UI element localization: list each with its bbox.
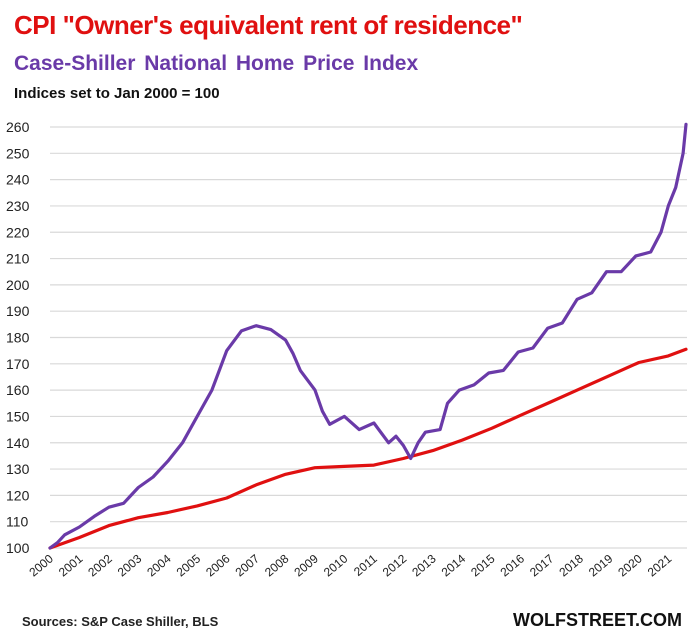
x-tick-label: 2012 xyxy=(380,551,410,579)
y-axis-ticks: 100 110 120 130 140 150 160 170 180 190 200 210 220 2… xyxy=(6,119,30,556)
sources-note: Sources: S&P Case Shiller, BLS xyxy=(22,614,219,629)
y-tick-label: 110 xyxy=(6,514,29,530)
x-tick-label: 2008 xyxy=(262,551,292,579)
y-tick-label: 210 xyxy=(6,251,30,267)
y-tick-label: 160 xyxy=(6,382,30,398)
y-tick-label: 250 xyxy=(6,145,30,161)
x-tick-label: 2001 xyxy=(56,551,86,579)
y-tick-label: 100 xyxy=(6,540,30,556)
x-tick-label: 2019 xyxy=(586,551,616,579)
x-tick-label: 2020 xyxy=(615,551,645,579)
x-tick-label: 2017 xyxy=(527,551,557,579)
y-tick-label: 220 xyxy=(6,224,30,240)
series-line-oer xyxy=(48,347,688,550)
series-lines xyxy=(48,122,688,550)
gridlines xyxy=(50,126,687,549)
x-tick-label: 2002 xyxy=(85,551,115,579)
x-tick-label: 2014 xyxy=(439,551,469,579)
x-tick-label: 2006 xyxy=(203,551,233,579)
x-tick-label: 2018 xyxy=(556,551,586,579)
y-tick-label: 260 xyxy=(6,119,30,135)
x-tick-label: 2004 xyxy=(144,551,174,579)
x-tick-label: 2003 xyxy=(115,551,145,579)
chart-subtitle: Indices set to Jan 2000 = 100 xyxy=(14,85,220,102)
x-tick-label: 2021 xyxy=(645,551,675,579)
x-tick-label: 2000 xyxy=(26,551,56,579)
chart-title-oer: CPI "Owner's equivalent rent of residenc… xyxy=(14,10,523,40)
y-tick-label: 120 xyxy=(6,487,30,503)
y-tick-label: 240 xyxy=(6,172,30,188)
x-tick-label: 2011 xyxy=(351,551,380,579)
x-tick-label: 2015 xyxy=(468,551,498,579)
x-tick-label: 2010 xyxy=(321,551,351,579)
x-axis-ticks: 2000 2001 2002 2003 2004 2005 2006 2007 2008 2009… xyxy=(26,551,674,579)
x-tick-label: 2009 xyxy=(291,551,321,579)
y-tick-label: 180 xyxy=(6,330,30,346)
x-tick-label: 2013 xyxy=(409,551,439,579)
chart-title-case-shiller: Case-Shiller National Home Price Index xyxy=(14,52,419,75)
series-line-case-shiller xyxy=(48,122,688,550)
y-tick-label: 170 xyxy=(6,356,30,372)
y-tick-label: 190 xyxy=(6,303,30,319)
x-tick-label: 2016 xyxy=(498,551,528,579)
y-tick-label: 200 xyxy=(6,277,30,293)
y-tick-label: 140 xyxy=(6,435,30,451)
x-tick-label: 2005 xyxy=(174,551,204,579)
y-tick-label: 150 xyxy=(6,408,30,424)
y-tick-label: 230 xyxy=(6,198,30,214)
y-tick-label: 130 xyxy=(6,461,30,477)
x-tick-label: 2007 xyxy=(233,551,263,579)
brand-logo-text: WOLFSTREET.COM xyxy=(513,610,682,630)
